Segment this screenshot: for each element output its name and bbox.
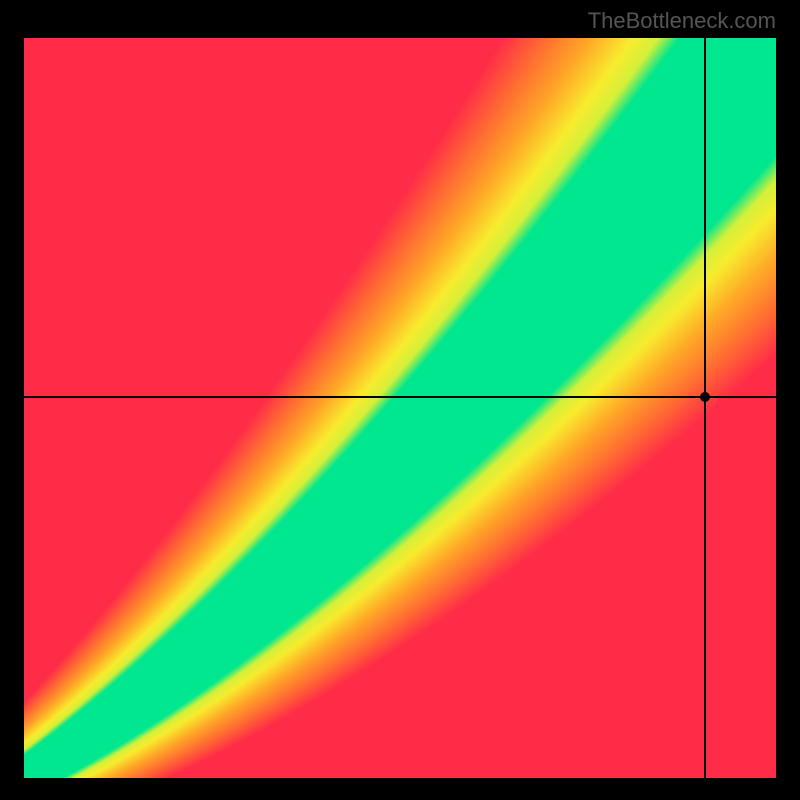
watermark-text: TheBottleneck.com xyxy=(588,8,776,34)
marker-point xyxy=(700,392,710,402)
crosshair-horizontal xyxy=(24,396,776,398)
crosshair-vertical xyxy=(704,38,706,778)
chart-container: TheBottleneck.com xyxy=(0,0,800,800)
heatmap-canvas xyxy=(24,38,776,778)
